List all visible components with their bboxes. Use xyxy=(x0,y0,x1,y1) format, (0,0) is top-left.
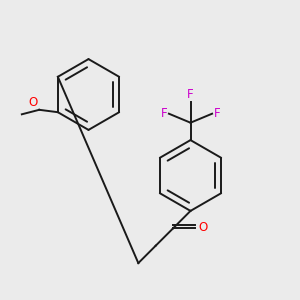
Text: F: F xyxy=(161,107,167,120)
Text: O: O xyxy=(28,96,38,109)
Text: F: F xyxy=(214,107,220,120)
Text: F: F xyxy=(187,88,194,101)
Text: O: O xyxy=(198,221,208,234)
